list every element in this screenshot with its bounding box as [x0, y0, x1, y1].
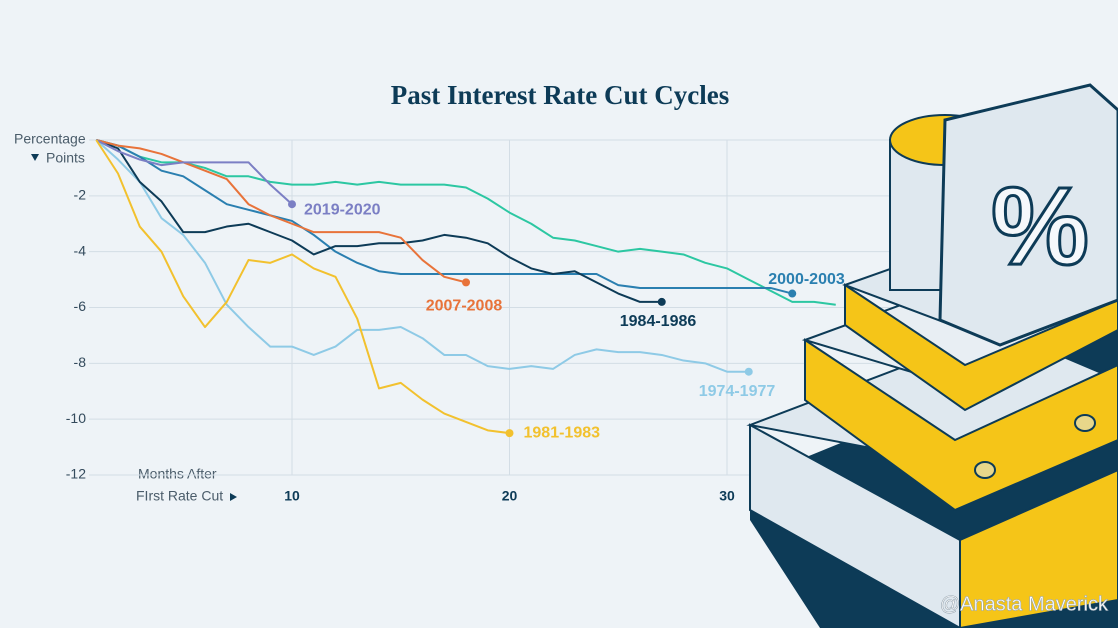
series-line — [95, 139, 662, 303]
y-axis-label: Percentage — [14, 131, 86, 147]
y-tick-label: -2 — [74, 187, 87, 203]
y-tick-label: -12 — [66, 466, 86, 482]
y-tick-label: -4 — [74, 242, 87, 258]
series-label: 2000-2003 — [768, 271, 845, 288]
y-tick-label: -6 — [74, 298, 87, 314]
x-tick-label: 10 — [284, 488, 300, 504]
end-point — [462, 278, 470, 287]
end-point — [657, 297, 666, 306]
series-line — [95, 139, 749, 373]
y-tick-label: -8 — [74, 354, 87, 370]
x-axis-arrow — [230, 493, 237, 501]
series-label: 2019-2020 — [304, 201, 381, 218]
book — [804, 338, 1118, 512]
series-line — [96, 139, 793, 295]
end-point — [788, 289, 797, 298]
series-line — [95, 139, 293, 205]
watermark: @Anasta Maverick — [940, 593, 1109, 615]
x-tick-label: 20 — [502, 488, 518, 504]
book-spine — [959, 468, 1118, 628]
series-label: 1984-1986 — [620, 313, 697, 330]
book — [844, 283, 1118, 412]
series-line — [96, 139, 836, 306]
y-axis-label: Points — [46, 150, 85, 166]
chart-title: Past Interest Rate Cut Cycles — [391, 80, 729, 110]
book-detail — [974, 461, 996, 479]
series-label: 2007-2008 — [426, 298, 503, 315]
percent-tile — [938, 83, 1118, 347]
y-tick-label: -10 — [66, 410, 86, 426]
illustration: % — [746, 83, 1118, 628]
end-point — [744, 367, 753, 376]
series-line — [96, 139, 467, 284]
series-label: 1974-1977 — [699, 383, 776, 400]
x-axis-label: Months After — [138, 466, 217, 482]
end-point — [505, 429, 514, 438]
x-tick-label: 30 — [719, 488, 735, 504]
end-point — [288, 200, 296, 209]
x-axis-label: FIrst Rate Cut — [136, 488, 223, 504]
series-label: 1981-1983 — [524, 424, 601, 441]
series-line — [95, 139, 510, 435]
y-axis-arrow — [31, 154, 39, 161]
percent-icon: % — [991, 165, 1089, 288]
book-detail — [1074, 414, 1096, 432]
